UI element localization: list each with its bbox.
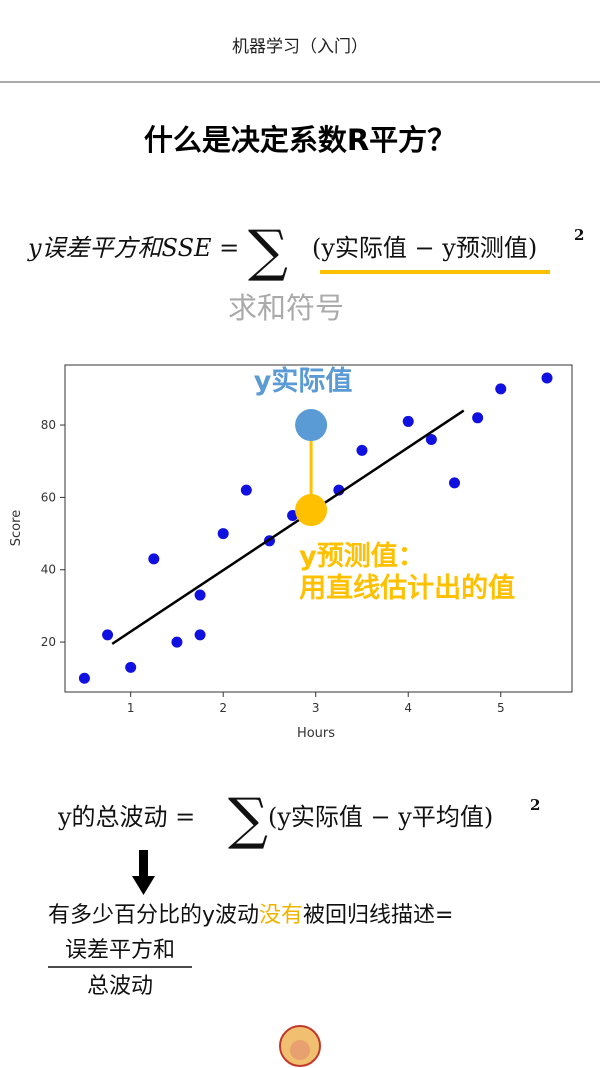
y-tick-label: 20 (41, 635, 56, 649)
chart: 1 2 3 4 5 20 40 60 80 y实际值 y预测值：用直线估计出的值 (41, 365, 553, 715)
point (171, 636, 183, 648)
y-axis-label: Score (9, 510, 24, 546)
statement-before: 有多少百分比的y波动 (48, 903, 259, 928)
formula2-power: 2 (530, 796, 540, 814)
formula-power: 2 (574, 226, 584, 244)
annotation-label: y实际值 (254, 365, 353, 397)
y-tick-label: 60 (41, 490, 56, 504)
fit-line (111, 409, 465, 645)
formula-lhs: y误差平方和SSE = (27, 234, 239, 262)
point (78, 672, 90, 684)
x-tick-label: 2 (219, 701, 227, 715)
annotation-label: y预测值： (299, 541, 425, 572)
point (217, 528, 229, 540)
statement-after: 被回归线描述= (303, 903, 453, 928)
heading: 什么是决定系数R平方？ (144, 123, 456, 157)
point (194, 629, 206, 641)
formula2-lhs: y的总波动 = (57, 803, 195, 831)
x-tick-label: 5 (497, 701, 505, 715)
point (125, 661, 137, 673)
y-tick-label: 80 (41, 418, 56, 432)
point (425, 434, 437, 446)
point (102, 629, 114, 641)
statement: 有多少百分比的y波动没有被回归线描述= (48, 903, 453, 928)
x-tick-label: 3 (312, 701, 320, 715)
arrow-shaft (139, 850, 148, 878)
point (194, 589, 206, 601)
fraction-numerator: 误差平方和 (65, 938, 175, 963)
point (356, 444, 368, 456)
fraction-denominator: 总波动 (87, 974, 153, 999)
point (472, 412, 484, 424)
formula2-sigma: ∑ (228, 787, 268, 852)
annotation-label: 用直线估计出的值 (299, 572, 515, 604)
sigma-note: 求和符号 (228, 291, 344, 325)
point (449, 477, 461, 489)
logo-face (290, 1040, 310, 1060)
point (402, 415, 414, 427)
x-tick-label: 1 (127, 701, 135, 715)
point (240, 484, 252, 496)
y-tick-label: 40 (41, 563, 56, 577)
x-tick-label: 4 (404, 701, 412, 715)
formula-term: (y实际值 − y预测值) (312, 234, 537, 262)
header-title: 机器学习（入门） (232, 37, 368, 57)
point (495, 383, 507, 395)
annotation-marker (295, 494, 328, 527)
point (148, 553, 160, 565)
formula2-term: (y实际值 − y平均值) (268, 803, 493, 831)
statement-highlight: 没有 (259, 903, 303, 928)
annotation-marker (295, 409, 328, 442)
x-axis-label: Hours (297, 726, 335, 741)
plot-frame (64, 364, 573, 693)
point (541, 372, 553, 384)
formula-sigma: ∑ (248, 219, 288, 284)
arrow-head (132, 876, 155, 895)
